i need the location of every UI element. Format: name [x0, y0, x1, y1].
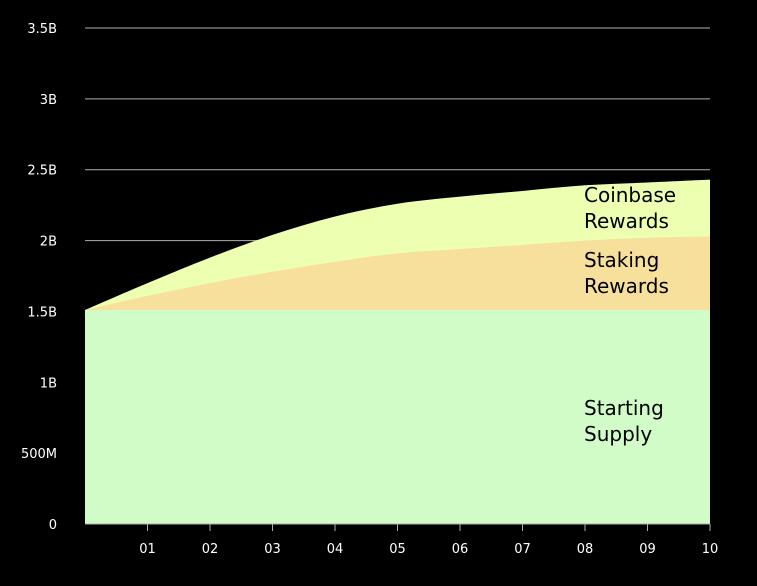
area-label-line: Rewards: [584, 209, 669, 233]
area-label-coinbase-rewards: Coinbase Rewards: [584, 183, 676, 233]
y-tick-label: 500M: [21, 447, 57, 462]
x-tick-label: 09: [639, 542, 656, 557]
area-label-starting-supply: Starting Supply: [584, 396, 664, 446]
x-tick-label: 07: [514, 542, 531, 557]
area-label-line: Rewards: [584, 274, 669, 298]
x-tick-label: 08: [577, 542, 594, 557]
x-tick-label: 04: [327, 542, 344, 557]
area-label-line: Coinbase: [584, 183, 676, 207]
area-label-line: Staking: [584, 248, 659, 272]
y-tick-label: 0: [49, 518, 57, 533]
area-starting-supply: [85, 310, 710, 524]
area-label-staking-rewards: Staking Rewards: [584, 248, 669, 298]
y-tick-label: 3B: [40, 93, 57, 108]
x-tick-label: 10: [702, 542, 719, 557]
x-tick-label: 02: [202, 542, 219, 557]
area-label-line: Starting: [584, 396, 664, 420]
y-tick-label: 2.5B: [27, 164, 57, 179]
area-label-line: Supply: [584, 422, 652, 446]
y-tick-label: 2B: [40, 235, 57, 250]
y-tick-label: 1.5B: [27, 305, 57, 320]
y-tick-label: 1B: [40, 376, 57, 391]
x-axis: 01 02 03 04 05 06 07 08 09 10: [85, 523, 719, 557]
y-axis: 0 500M 1B 1.5B 2B 2.5B 3B 3.5B: [21, 22, 57, 533]
x-tick-label: 03: [264, 542, 281, 557]
x-tick-label: 06: [452, 542, 469, 557]
stacked-areas: [85, 179, 710, 524]
x-tick-label: 05: [389, 542, 406, 557]
y-tick-label: 3.5B: [27, 22, 57, 37]
x-tick-label: 01: [139, 542, 156, 557]
